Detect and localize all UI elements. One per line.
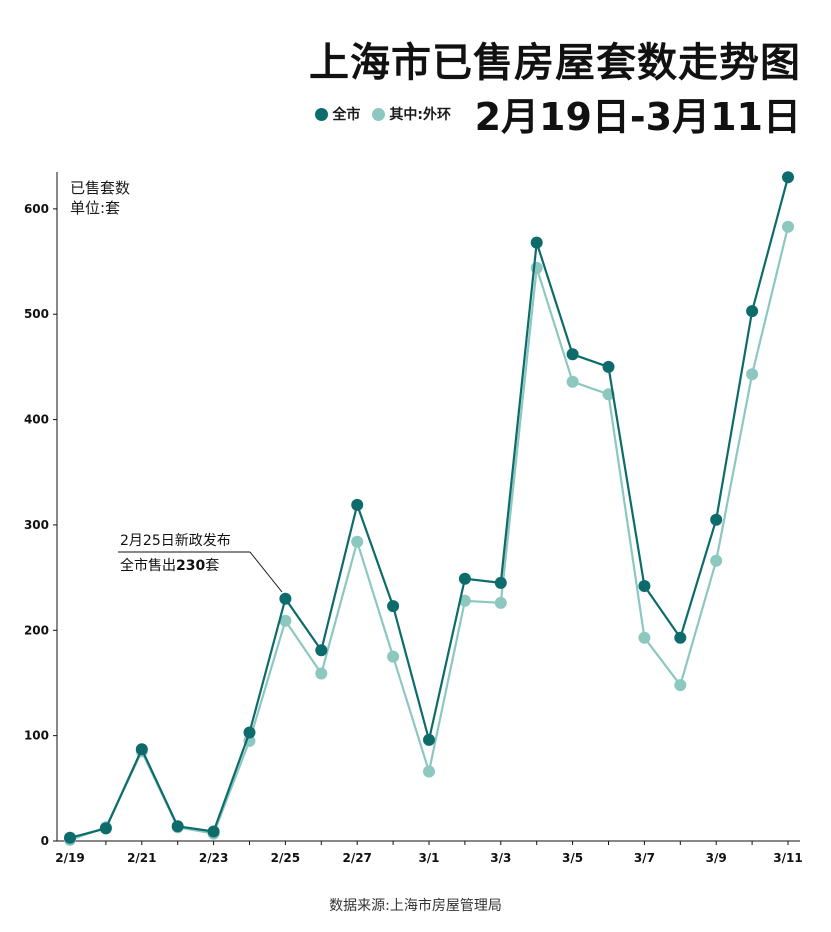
data-source: 数据来源:上海市房屋管理局 xyxy=(329,898,502,914)
x-tick-label: 2/27 xyxy=(342,851,371,865)
data-point-outer-ring xyxy=(566,375,579,388)
y-tick-label: 100 xyxy=(24,729,49,743)
data-point-all-city xyxy=(710,513,723,526)
data-point-all-city xyxy=(638,580,651,592)
data-point-all-city xyxy=(135,743,148,756)
data-point-all-city xyxy=(530,236,543,249)
data-point-all-city xyxy=(494,576,507,589)
y-tick-label: 600 xyxy=(24,202,49,216)
data-point-all-city xyxy=(602,360,615,373)
x-tick-label: 3/3 xyxy=(490,851,511,865)
chart-subtitle: 2月19日-3月11日 xyxy=(474,95,801,139)
chart-title: 上海市已售房屋套数走势图 xyxy=(309,40,801,86)
x-tick-label: 3/5 xyxy=(562,851,583,865)
x-tick-label: 3/9 xyxy=(706,851,727,865)
data-point-all-city xyxy=(243,726,256,739)
data-point-all-city xyxy=(566,348,579,361)
data-point-outer-ring xyxy=(710,554,723,567)
x-tick-label: 3/1 xyxy=(418,851,439,865)
data-point-all-city xyxy=(64,831,76,844)
data-point-all-city xyxy=(315,644,328,657)
x-tick-label: 2/25 xyxy=(271,851,300,865)
data-point-all-city xyxy=(746,305,759,318)
data-point-outer-ring xyxy=(494,596,507,609)
annotation-line-2: 全市售出230套 xyxy=(120,557,219,574)
data-point-outer-ring xyxy=(279,614,292,627)
legend-label-outer-ring: 其中:外环 xyxy=(389,107,451,123)
series-layer xyxy=(64,171,794,846)
x-tick-label: 3/7 xyxy=(634,851,655,865)
data-point-outer-ring xyxy=(746,368,759,381)
x-tick-label: 2/19 xyxy=(55,851,84,865)
y-axis-label: 已售套数 单位:套 xyxy=(70,178,130,218)
data-point-all-city xyxy=(279,592,292,605)
y-tick-label: 400 xyxy=(24,413,49,427)
data-point-all-city xyxy=(387,600,400,613)
data-point-all-city xyxy=(207,825,220,838)
y-tick-label: 500 xyxy=(24,307,49,321)
data-point-all-city xyxy=(351,498,364,511)
data-point-outer-ring xyxy=(674,679,687,692)
x-tick-label: 2/21 xyxy=(127,851,156,865)
x-tick-label: 2/23 xyxy=(199,851,228,865)
y-tick-label: 200 xyxy=(24,623,49,637)
data-point-outer-ring xyxy=(387,650,400,663)
y-tick-label: 300 xyxy=(24,518,49,532)
y-tick-label: 0 xyxy=(41,834,49,848)
legend-marker-all-city xyxy=(315,107,329,121)
data-point-outer-ring xyxy=(315,667,328,680)
annotation-layer: 2月25日新政发布 全市售出230套 xyxy=(118,533,283,593)
y-axis-unit: 单位:套 xyxy=(70,199,121,217)
annotation-leader xyxy=(249,551,283,593)
legend-label-all-city: 全市 xyxy=(332,107,361,123)
axes: 0 100 200 300 400 500 600 2/19 2/21 2/23 2/25 2/27 3… xyxy=(24,172,803,865)
data-point-all-city xyxy=(458,572,471,585)
legend: 全市 其中:外环 xyxy=(315,104,451,124)
legend-marker-outer-ring xyxy=(372,107,386,121)
data-point-outer-ring xyxy=(782,220,794,233)
legend-item-outer-ring: 其中:外环 xyxy=(372,104,451,124)
x-tick-label: 3/11 xyxy=(773,851,802,865)
legend-item-all-city: 全市 xyxy=(315,104,360,124)
annotation-line-1: 2月25日新政发布 xyxy=(120,533,231,549)
data-point-outer-ring xyxy=(351,535,364,548)
data-point-outer-ring xyxy=(638,631,651,644)
y-axis-title: 已售套数 xyxy=(70,179,131,197)
data-point-all-city xyxy=(99,822,112,835)
series-all-city xyxy=(64,171,794,844)
data-point-all-city xyxy=(674,631,687,644)
data-point-all-city xyxy=(171,820,184,833)
data-point-outer-ring xyxy=(423,765,435,778)
data-point-all-city xyxy=(782,171,794,184)
data-point-all-city xyxy=(423,733,435,746)
data-point-outer-ring xyxy=(458,594,471,607)
